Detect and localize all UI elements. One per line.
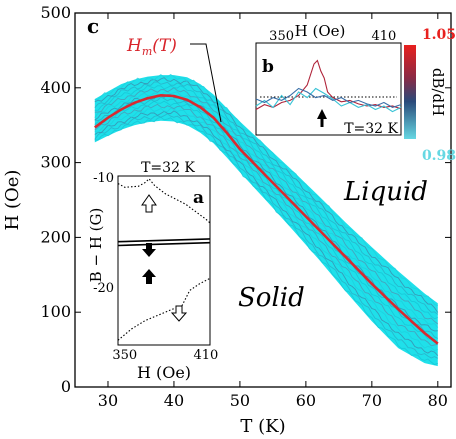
inset-b-tick-label: 350 [269, 29, 294, 44]
hm-line [94, 93, 439, 345]
y-tick-label: 100 [40, 302, 71, 321]
noise-strand [94, 113, 439, 359]
y-tick-label: 500 [40, 3, 71, 22]
inset-a-y-label: B − H (G) [87, 208, 105, 283]
inset-a-series [117, 177, 211, 224]
inset-b-series [255, 87, 402, 108]
colorbar-max-label: 1.05 [422, 27, 456, 43]
colorbar-min-label: 0.98 [422, 148, 456, 164]
y-tick-label: 0 [61, 377, 71, 396]
y-tick-label: 200 [40, 227, 71, 246]
noise-strand [94, 87, 439, 325]
inset-a-tick-label: 410 [194, 348, 219, 363]
inset-b-x-label: H (Oe) [295, 22, 346, 40]
noise-strand [94, 77, 439, 313]
x-axis-label: T (K) [240, 416, 285, 437]
inset-a-series [117, 277, 211, 341]
y-tick-label: 400 [40, 78, 71, 97]
inset-b-tick-label: 410 [372, 29, 397, 44]
hm-label-leader [190, 43, 222, 123]
x-tick-label: 70 [362, 391, 382, 410]
x-tick-label: 50 [230, 391, 250, 410]
inset-a-condition: T=32 K [141, 160, 195, 176]
noise-strand [94, 100, 439, 344]
data-lines [94, 74, 439, 366]
hm-label-sub: m [142, 45, 152, 58]
inset-b-arrow [317, 109, 327, 127]
plot-frame [74, 12, 452, 388]
main-axes: 30 40 50 60 70 80 0 100 200 300 400 500 T (K) H (Oe) [2, 3, 452, 437]
liquid-label: Liquid [343, 177, 428, 207]
inset-a-arrow-up [142, 269, 156, 284]
colorbar [404, 45, 416, 139]
noise-strand [94, 74, 438, 306]
inset-b-panel-label: b [262, 57, 274, 77]
x-tick-label: 40 [164, 391, 184, 410]
inset-a-tick-label: -10 [93, 171, 114, 186]
inset-b-frame [255, 42, 402, 136]
y-tick-label: 300 [40, 153, 71, 172]
inset-a-series [117, 238, 211, 243]
noise-strand [94, 116, 438, 366]
panel-label-c: c [87, 14, 99, 38]
inset-a-tick-label: 350 [112, 348, 137, 363]
hm-label: Hm(T) [126, 36, 177, 58]
x-tick-label: 80 [428, 391, 448, 410]
noise-strand [94, 85, 438, 320]
noise-strand [94, 94, 438, 332]
inset-a-x-label: H (Oe) [137, 363, 191, 382]
inset-a-frame [117, 175, 211, 346]
inset-b-series [255, 87, 402, 113]
x-tick-label: 60 [296, 391, 316, 410]
solid-label: Solid [238, 283, 305, 313]
inset-b: b H (Oe)350 410 T=32 K 1.05 0.98 dB/dH [255, 22, 456, 164]
noise-strand [94, 81, 439, 315]
inset-a-series [117, 241, 211, 247]
inset-a-arrow-down [142, 243, 156, 257]
y-axis-label: H (Oe) [2, 170, 23, 231]
inset-a-panel-label: a [193, 188, 204, 208]
inset-a-arrow-open-up [141, 194, 157, 213]
noise-strand [94, 91, 439, 328]
hm-label-main: H [126, 36, 143, 56]
noise-strand [94, 107, 438, 352]
noise-strand [94, 110, 439, 356]
hm-label-tail: (T) [152, 36, 177, 56]
inset-b-condition: T=32 K [344, 121, 398, 137]
x-tick-label: 30 [98, 391, 118, 410]
inset-a-tick-label: -20 [93, 281, 114, 296]
colorbar-label: dB/dH [429, 68, 447, 116]
inset-a-arrow-open-down [170, 305, 188, 322]
noise-strand [94, 103, 438, 347]
